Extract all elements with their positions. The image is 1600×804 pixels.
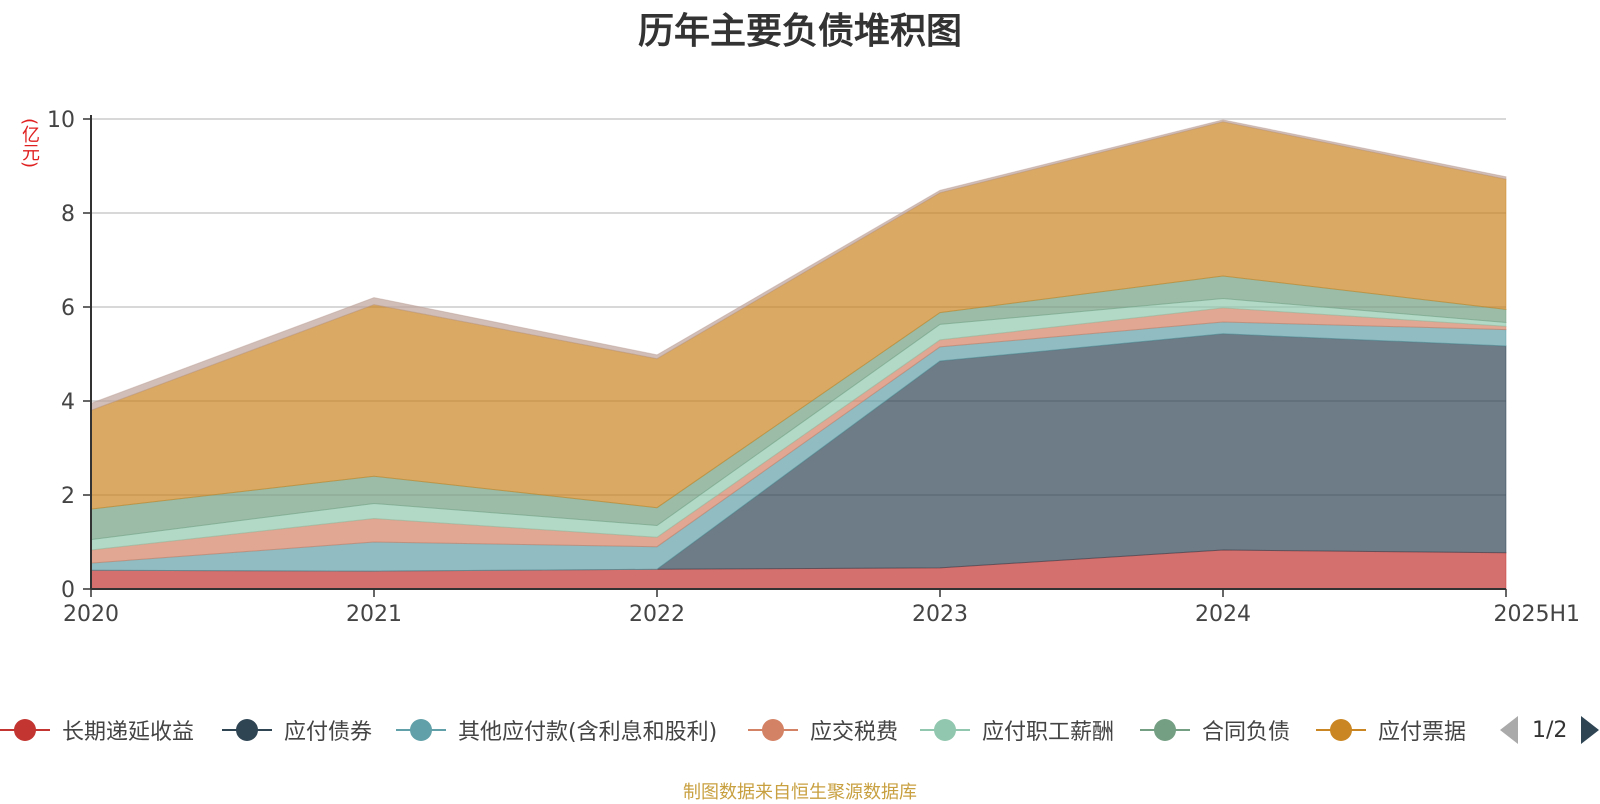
legend-marker-icon — [0, 715, 50, 745]
legend-pager: 1/2 — [1500, 710, 1600, 750]
legend-label: 应付票据 — [1378, 720, 1467, 745]
y-tick-label: 0 — [61, 578, 75, 603]
chart-plot: 0 2 4 6 8 10 2020 2021 2022 2023 2024 2025H1 — [47, 108, 1580, 627]
legend-item[interactable]: 应交税费 — [748, 710, 898, 750]
y-tick-label: 8 — [61, 202, 75, 227]
legend-label: 长期递延收益 — [62, 720, 195, 745]
y-tick-label: 4 — [61, 390, 75, 415]
y-tick-label: 10 — [47, 108, 75, 133]
legend-label: 应付职工薪酬 — [982, 720, 1115, 745]
x-tick-label: 2024 — [1195, 602, 1251, 627]
y-tick-label: 6 — [61, 296, 75, 321]
y-tick-label: 2 — [61, 484, 75, 509]
chart-title: 历年主要负债堆积图 — [637, 11, 962, 52]
legend-item[interactable]: 应付票据 — [1316, 710, 1466, 750]
legend-label: 其他应付款(含利息和股利) — [458, 720, 718, 745]
x-tick-label: 2025H1 — [1493, 602, 1580, 627]
legend-page-indicator: 1/2 — [1532, 717, 1568, 743]
legend: 长期递延收益 应付债券 其他应付款(含利息和股利) 应交税费 应付职工薪酬 合同负债 应付票… — [0, 710, 1600, 750]
legend-marker-icon — [1316, 715, 1366, 745]
legend-item[interactable]: 应付债券 — [222, 710, 372, 750]
source-note: 制图数据来自恒生聚源数据库 — [683, 782, 917, 803]
x-tick-label: 2022 — [629, 602, 685, 627]
area-series[interactable] — [90, 119, 1507, 412]
legend-marker-icon — [1140, 715, 1190, 745]
y-axis-unit-label: (亿元) — [19, 118, 40, 169]
x-tick-label: 2021 — [346, 602, 402, 627]
legend-item[interactable]: 应付职工薪酬 — [920, 710, 1114, 750]
legend-marker-icon — [920, 715, 970, 745]
legend-items: 长期递延收益 应付债券 其他应付款(含利息和股利) 应交税费 应付职工薪酬 合同负债 应付票… — [0, 710, 1480, 750]
legend-item[interactable]: 其他应付款(含利息和股利) — [396, 710, 717, 750]
legend-marker-icon — [748, 715, 798, 745]
legend-prev-page-icon[interactable] — [1500, 716, 1518, 744]
legend-next-page-icon[interactable] — [1581, 716, 1600, 744]
legend-marker-icon — [222, 715, 272, 745]
axes: 0 2 4 6 8 10 2020 2021 2022 2023 2024 2025H1 — [47, 108, 1580, 627]
legend-label: 应交税费 — [810, 720, 899, 745]
legend-label: 应付债券 — [284, 720, 373, 745]
legend-label: 合同负债 — [1202, 720, 1291, 745]
stacked-areas — [90, 119, 1507, 590]
legend-item[interactable]: 合同负债 — [1140, 710, 1290, 750]
legend-marker-icon — [396, 715, 446, 745]
legend-item[interactable]: 长期递延收益 — [0, 710, 194, 750]
x-tick-label: 2020 — [63, 602, 119, 627]
x-tick-label: 2023 — [912, 602, 968, 627]
